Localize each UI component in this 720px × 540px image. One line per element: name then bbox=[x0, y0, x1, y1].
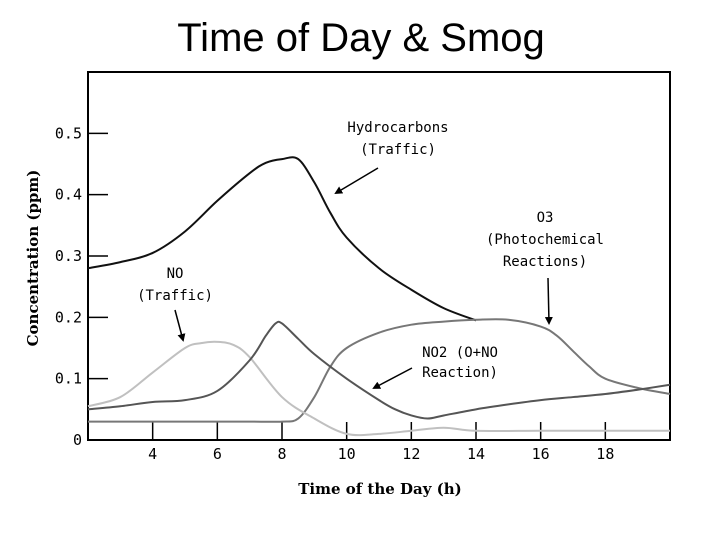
annotation-arrow-o3 bbox=[544, 277, 553, 325]
annotation-o3-line: O3 bbox=[537, 210, 554, 226]
x-tick-label: 12 bbox=[402, 445, 420, 463]
x-tick-label: 10 bbox=[338, 445, 356, 463]
x-axis: 4 6 8 10 12 14 16 18 bbox=[148, 422, 614, 463]
series-line-hydrocarbons bbox=[87, 156, 477, 322]
annotation-hc-line: (Traffic) bbox=[360, 142, 436, 158]
y-tick-label: 0 bbox=[73, 431, 82, 449]
annotation-o3-line: (Photochemical bbox=[486, 232, 604, 248]
x-tick-label: 16 bbox=[532, 445, 550, 463]
annotation-no2-line: Reaction) bbox=[422, 365, 498, 381]
y-tick-label: 0.1 bbox=[55, 370, 82, 388]
x-axis-label: Time of the Day (h) bbox=[298, 480, 462, 498]
series-lines bbox=[87, 156, 671, 437]
y-tick-label: 0.5 bbox=[55, 124, 82, 142]
y-tick-label: 0.3 bbox=[55, 247, 82, 265]
series-line-no2 bbox=[87, 320, 671, 420]
x-tick-label: 4 bbox=[148, 445, 157, 463]
annotation-arrow-no bbox=[174, 309, 186, 342]
annotation-arrow-hc bbox=[334, 167, 379, 195]
annotation-hc-line: Hydrocarbons bbox=[347, 120, 448, 136]
y-tick-label: 0.2 bbox=[55, 308, 82, 326]
y-axis: 0 0.1 0.2 0.3 0.4 0.5 bbox=[55, 124, 108, 449]
annotation-no-line: NO bbox=[167, 266, 184, 282]
y-tick-label: 0.4 bbox=[55, 186, 82, 204]
series-line-o3 bbox=[88, 318, 671, 423]
annotations: Hydrocarbons (Traffic) O3 (Photochemical Rea… bbox=[137, 120, 604, 381]
x-tick-label: 18 bbox=[596, 445, 614, 463]
page-title: Time of Day & Smog bbox=[0, 16, 720, 61]
x-tick-label: 14 bbox=[467, 445, 485, 463]
annotation-o3-line: Reactions) bbox=[503, 254, 587, 270]
x-tick-label: 8 bbox=[277, 445, 286, 463]
y-axis-label: Concentration (ppm) bbox=[24, 170, 42, 347]
annotation-arrows bbox=[174, 167, 553, 389]
annotation-no-line: (Traffic) bbox=[137, 288, 213, 304]
series-line-no bbox=[87, 340, 670, 437]
annotation-no2-line: NO2 (O+NO bbox=[422, 345, 498, 361]
page-title-text: Time of Day & Smog bbox=[177, 16, 545, 60]
x-tick-label: 6 bbox=[213, 445, 222, 463]
annotation-arrow-no2 bbox=[372, 367, 413, 389]
